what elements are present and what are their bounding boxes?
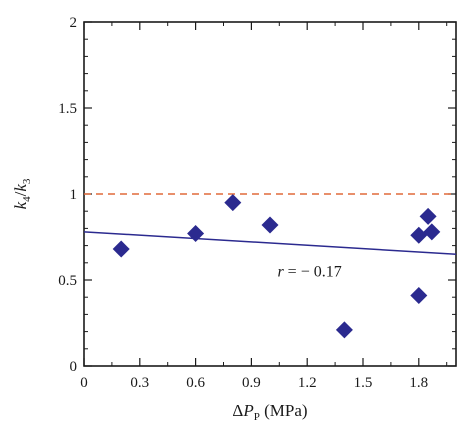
annotation-value: = − 0.17 [284, 264, 342, 281]
data-point [419, 207, 437, 225]
data-point [423, 223, 441, 241]
data-point [410, 286, 428, 304]
x-tick-label: 0.6 [186, 375, 205, 391]
x-tick-label: 1.5 [354, 375, 373, 391]
y-axis-label: k4/k3 [11, 178, 33, 209]
x-tick-label: 0.9 [242, 375, 261, 391]
annotation-label: r = − 0.17 [277, 264, 341, 281]
x-tick-label: 1.2 [298, 375, 317, 391]
y-tick-label: 1.5 [58, 101, 77, 117]
annotation-variable: r [277, 264, 284, 281]
data-point [261, 216, 279, 234]
x-tick-label: 1.8 [409, 375, 428, 391]
fit-line [83, 231, 457, 255]
x-tick-label: 0 [80, 375, 88, 391]
data-point [335, 321, 353, 339]
data-point [224, 194, 242, 212]
x-tick-label: 0.3 [130, 375, 149, 391]
data-point [410, 226, 428, 244]
y-tick-label: 1 [70, 187, 78, 203]
data-point [187, 225, 205, 243]
y-tick-label: 2 [70, 15, 78, 31]
x-axis-label: ΔPP (MPa) [232, 401, 307, 423]
y-tick-label: 0 [70, 359, 78, 375]
y-tick-label: 0.5 [58, 273, 77, 289]
data-point [112, 240, 130, 258]
